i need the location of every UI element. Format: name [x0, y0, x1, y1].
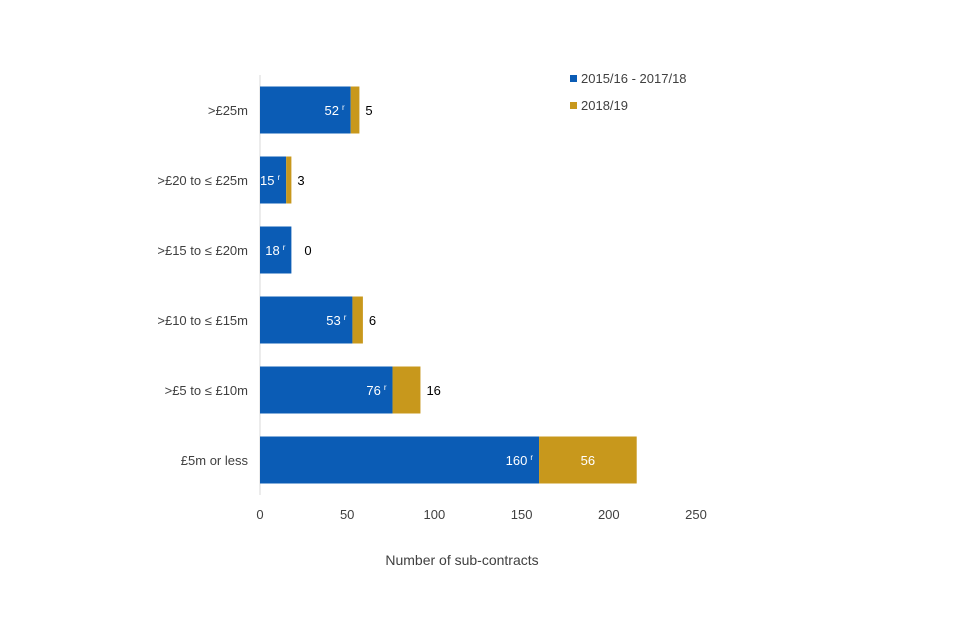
data-label-series-1: 76 r [366, 383, 386, 398]
legend-label: 2015/16 - 2017/18 [581, 71, 687, 86]
bar-series-2 [539, 436, 637, 484]
legend-swatch [570, 102, 577, 109]
bar-series-1 [260, 86, 351, 134]
data-label-series-2: 16 [426, 383, 440, 398]
bar-series-2 [286, 156, 292, 204]
category-labels: >£25m >£20 to ≤ £25m >£15 to ≤ £20m >£10 to… [157, 103, 248, 468]
x-tick-label: 50 [340, 507, 354, 522]
bar-series-1 [260, 226, 292, 274]
data-label-series-2: 3 [297, 173, 304, 188]
bar-series-1 [260, 296, 353, 344]
x-tick-label: 200 [598, 507, 620, 522]
bar-series-2 [352, 296, 363, 344]
data-label-series-2: 0 [304, 243, 311, 258]
bar-series-1 [260, 366, 393, 414]
x-tick-label: 150 [511, 507, 533, 522]
x-tick-label: 100 [424, 507, 446, 522]
bar-series-1 [260, 436, 540, 484]
bar-series-1 [260, 156, 287, 204]
x-tick-label: 0 [256, 507, 263, 522]
category-label: >£15 to ≤ £20m [157, 243, 248, 258]
bar-series-2 [392, 366, 421, 414]
category-label: >£25m [208, 103, 248, 118]
data-label-series-1: 52 r [325, 103, 345, 118]
data-label-series-1: 53 r [326, 313, 346, 328]
data-label-series-2: 56 [581, 453, 595, 468]
category-label: >£10 to ≤ £15m [157, 313, 248, 328]
x-axis-title: Number of sub-contracts [385, 552, 538, 568]
bar-series-2 [350, 86, 360, 134]
data-label-series-2: 5 [365, 103, 372, 118]
x-tick-label: 250 [685, 507, 707, 522]
legend-swatch [570, 75, 577, 82]
data-label-series-1: 15 r [260, 173, 280, 188]
data-label-series-2: 6 [369, 313, 376, 328]
data-label-series-1: 18 r [265, 243, 285, 258]
category-label: >£5 to ≤ £10m [165, 383, 248, 398]
x-tick-labels: 0 50 100 150 200 250 [256, 507, 706, 522]
category-label: £5m or less [181, 453, 249, 468]
legend-label: 2018/19 [581, 98, 628, 113]
bars-group: 52 r 5 15 r 3 18 r 0 53 r 6 76 r 16 160 r 56 [260, 86, 637, 484]
category-label: >£20 to ≤ £25m [157, 173, 248, 188]
data-label-series-1: 160 r [506, 453, 534, 468]
legend: 2015/16 - 2017/18 2018/19 [570, 71, 687, 113]
